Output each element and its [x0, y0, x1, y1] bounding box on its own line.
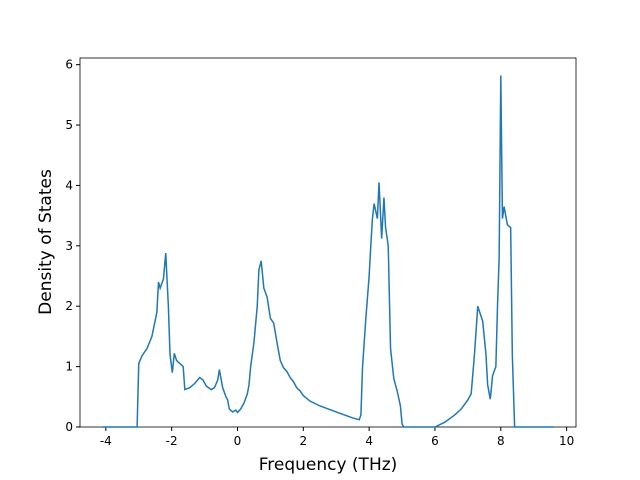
- x-axis-label: Frequency (THz): [259, 455, 398, 475]
- x-tick-label: 6: [431, 434, 439, 448]
- line: [102, 75, 554, 428]
- x-tick-label: -2: [166, 434, 178, 448]
- x-tick-label: 4: [365, 434, 373, 448]
- x-tick-label: 2: [299, 434, 307, 448]
- y-tick-label: 0: [65, 420, 73, 434]
- plot-frame: [79, 57, 577, 428]
- y-tick-label: 5: [65, 118, 73, 132]
- x-tick-label: 0: [234, 434, 242, 448]
- y-tick-label: 4: [65, 178, 73, 192]
- x-tick-label: -4: [100, 434, 112, 448]
- x-tick-label: 8: [497, 434, 505, 448]
- y-tick-label: 1: [65, 360, 73, 374]
- y-tick-label: 3: [65, 239, 73, 253]
- y-tick-label: 6: [65, 58, 73, 72]
- x-tick-label: 10: [559, 434, 574, 448]
- y-axis-label: Density of States: [36, 169, 56, 315]
- y-tick-label: 2: [65, 299, 73, 313]
